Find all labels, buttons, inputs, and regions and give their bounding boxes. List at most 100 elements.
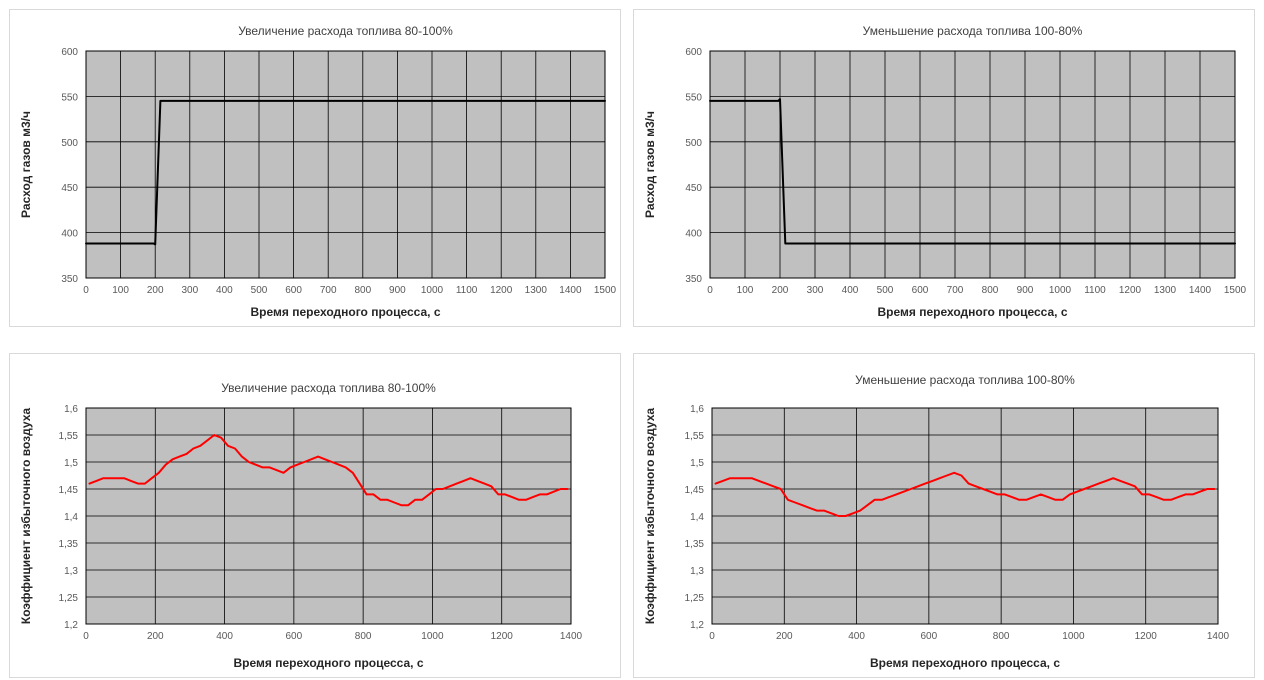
chart-svg: 0 100 200 300 400 500 600 700 800 900 1000 1100 1200… xyxy=(643,24,1247,319)
chart-panel-air-excess-decrease: 0 200 400 600 800 1000 1200 1400 1,2 1,25 1,3 1,35 1… xyxy=(633,353,1255,678)
y-tick-label: 1,2 xyxy=(64,620,78,631)
x-tick-label: 400 xyxy=(216,285,233,296)
x-tick-label: 200 xyxy=(147,285,164,296)
y-tick-label: 1,45 xyxy=(685,485,705,496)
y-tick-label: 400 xyxy=(61,229,78,240)
plot-frame xyxy=(85,50,606,279)
x-tick-label: 100 xyxy=(737,285,754,296)
chart-panel-gas-flow-increase: 0 100 200 300 400 500 600 700 800 900 1000 1100 1200… xyxy=(9,9,621,327)
x-axis-label: Время переходного процесса, с xyxy=(250,305,440,319)
y-tick-label: 1,3 xyxy=(64,566,78,577)
chart-svg: 0 200 400 600 800 1000 1200 1400 1,2 1,25 1,3 1,35 1… xyxy=(643,373,1230,670)
series-line xyxy=(714,471,1216,517)
plot-frame xyxy=(711,407,1219,625)
plot-area xyxy=(710,51,1235,278)
chart-panel-air-excess-increase: 0 200 400 600 800 1000 1200 1400 1,2 1,25 1,3 1,35 1… xyxy=(9,353,621,678)
y-tick-label: 550 xyxy=(61,92,78,103)
chart-title: Уменьшение расхода топлива 100-80% xyxy=(855,373,1075,387)
x-tick-label: 600 xyxy=(912,285,929,296)
y-tick-label: 500 xyxy=(685,138,702,149)
x-tick-label: 1100 xyxy=(1084,285,1106,296)
y-tick-label: 1,4 xyxy=(690,512,704,523)
x-tick-label: 1400 xyxy=(1207,631,1230,642)
y-tick-label: 400 xyxy=(685,229,702,240)
x-tick-label: 400 xyxy=(842,285,859,296)
x-tick-label: 200 xyxy=(776,631,793,642)
x-tick-label: 1200 xyxy=(490,285,513,296)
x-axis-label: Время переходного процесса, с xyxy=(233,656,423,670)
y-tick-label: 350 xyxy=(685,274,702,285)
series-line xyxy=(85,99,606,246)
x-tick-label: 0 xyxy=(709,631,715,642)
x-tick-label: 1200 xyxy=(1119,285,1142,296)
y-tick-label: 450 xyxy=(685,183,702,194)
x-tick-label: 700 xyxy=(320,285,337,296)
x-tick-label: 1400 xyxy=(559,285,582,296)
x-tick-label: 0 xyxy=(83,285,89,296)
x-tick-label: 300 xyxy=(181,285,198,296)
y-tick-label: 600 xyxy=(61,47,78,58)
y-tick-label: 1,45 xyxy=(59,485,79,496)
y-axis-label: Коэффициент избыточного воздуха xyxy=(643,408,657,625)
x-tick-label: 700 xyxy=(947,285,964,296)
x-tick-label: 1100 xyxy=(456,285,478,296)
chart-title: Уменьшение расхода топлива 100-80% xyxy=(863,24,1083,38)
y-axis-label: Расход газов м3/ч xyxy=(19,111,33,218)
x-axis-label: Время переходного процесса, с xyxy=(870,656,1060,670)
y-axis-label: Расход газов м3/ч xyxy=(643,111,657,218)
x-tick-label: 800 xyxy=(354,285,371,296)
x-tick-label: 400 xyxy=(216,631,233,642)
y-tick-label: 1,6 xyxy=(690,404,704,415)
x-tick-label: 1500 xyxy=(1224,285,1247,296)
y-tick-label: 600 xyxy=(685,47,702,58)
y-tick-label: 1,5 xyxy=(64,458,78,469)
x-tick-label: 1300 xyxy=(1154,285,1177,296)
y-tick-label: 1,5 xyxy=(690,458,704,469)
y-tick-label: 1,3 xyxy=(690,566,704,577)
x-tick-label: 1200 xyxy=(1135,631,1158,642)
y-tick-label: 350 xyxy=(61,274,78,285)
chart-svg: 0 100 200 300 400 500 600 700 800 900 1000 1100 1200… xyxy=(19,24,617,319)
chart-panel-gas-flow-decrease: 0 100 200 300 400 500 600 700 800 900 1000 1100 1200… xyxy=(633,9,1255,327)
x-tick-label: 400 xyxy=(848,631,865,642)
y-tick-label: 500 xyxy=(61,138,78,149)
x-tick-label: 500 xyxy=(877,285,894,296)
x-tick-label: 1500 xyxy=(594,285,617,296)
y-tick-label: 1,35 xyxy=(59,539,79,550)
chart-title: Увеличение расхода топлива 80-100% xyxy=(238,24,453,38)
plot-frame xyxy=(709,50,1236,279)
x-tick-label: 0 xyxy=(707,285,713,296)
y-tick-label: 550 xyxy=(685,92,702,103)
x-axis-label: Время переходного процесса, с xyxy=(877,305,1067,319)
x-tick-label: 1000 xyxy=(421,285,444,296)
y-tick-label: 1,25 xyxy=(59,593,79,604)
x-tick-label: 1300 xyxy=(525,285,548,296)
x-tick-label: 600 xyxy=(921,631,938,642)
x-tick-label: 900 xyxy=(1017,285,1034,296)
y-tick-label: 450 xyxy=(61,183,78,194)
x-tick-label: 500 xyxy=(251,285,268,296)
x-tick-label: 300 xyxy=(807,285,824,296)
x-tick-label: 900 xyxy=(389,285,406,296)
y-axis-label: Коэффициент избыточного воздуха xyxy=(19,408,33,625)
x-tick-label: 1000 xyxy=(421,631,444,642)
plot-frame xyxy=(85,407,572,625)
series-line xyxy=(88,434,569,507)
plot-area xyxy=(86,51,605,278)
chart-svg: 0 200 400 600 800 1000 1200 1400 1,2 1,25 1,3 1,35 1… xyxy=(19,381,583,670)
y-tick-label: 1,4 xyxy=(64,512,78,523)
y-tick-label: 1,6 xyxy=(64,404,78,415)
x-tick-label: 800 xyxy=(355,631,372,642)
x-tick-label: 800 xyxy=(982,285,999,296)
y-tick-label: 1,25 xyxy=(685,593,705,604)
x-tick-label: 600 xyxy=(285,285,302,296)
x-tick-label: 800 xyxy=(993,631,1010,642)
y-tick-label: 1,2 xyxy=(690,620,704,631)
x-tick-label: 200 xyxy=(147,631,164,642)
x-tick-label: 600 xyxy=(286,631,303,642)
y-tick-label: 1,55 xyxy=(685,431,705,442)
x-tick-label: 1000 xyxy=(1049,285,1072,296)
x-tick-label: 1400 xyxy=(560,631,583,642)
x-tick-label: 200 xyxy=(772,285,789,296)
x-tick-label: 1000 xyxy=(1062,631,1085,642)
